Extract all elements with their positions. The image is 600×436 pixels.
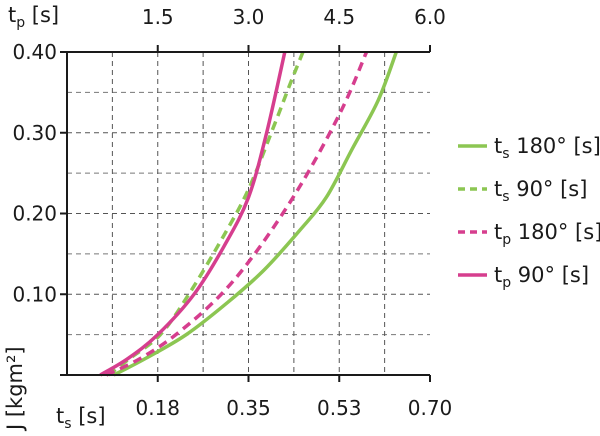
legend-item[interactable]: tp 180° [s] [458, 220, 600, 248]
legend[interactable]: ts 180° [s] ts 90° [s] tp 180° [s] tp 90° [… [458, 134, 600, 291]
grid [67, 52, 430, 375]
series-line-0 [112, 51, 398, 377]
series-layer [99, 51, 398, 377]
x-axis-top-label: tp [s] [8, 3, 59, 31]
x-bottom-tick-label: 0.70 [408, 396, 453, 420]
x-top-tick-label: 6.0 [414, 5, 446, 29]
x-top-tick-label: 1.5 [142, 5, 174, 29]
y-axis-label: J [kgm²] [3, 346, 27, 432]
x-bottom-tick-label: 0.18 [135, 396, 180, 420]
series-line-2 [105, 51, 369, 377]
y-tick-label: 0.20 [12, 202, 57, 226]
legend-label: ts 180° [s] [494, 134, 600, 162]
y-tick-label: 0.40 [12, 40, 57, 64]
axes [60, 45, 431, 382]
x-bottom-tick-label: 0.35 [226, 396, 271, 420]
legend-item[interactable]: ts 180° [s] [458, 134, 600, 162]
axis-labels: tp [s] ts [s] J [kgm²] [3, 3, 106, 432]
legend-label: tp 90° [s] [494, 263, 589, 291]
x-top-tick-label: 3.0 [233, 5, 265, 29]
tick-labels: 0.10 0.20 0.30 0.40 0.18 0.35 0.53 0.70 1.5 3.0 4.… [12, 5, 452, 420]
series-line-3 [99, 51, 287, 377]
y-tick-label: 0.10 [12, 282, 57, 306]
legend-item[interactable]: tp 90° [s] [458, 263, 589, 291]
legend-item[interactable]: ts 90° [s] [458, 177, 587, 205]
x-axis-bottom-label: ts [s] [56, 404, 106, 432]
legend-label: tp 180° [s] [494, 220, 600, 248]
y-tick-label: 0.30 [12, 121, 57, 145]
legend-label: ts 90° [s] [494, 177, 587, 205]
x-top-tick-label: 4.5 [323, 5, 355, 29]
x-bottom-tick-label: 0.53 [317, 396, 362, 420]
